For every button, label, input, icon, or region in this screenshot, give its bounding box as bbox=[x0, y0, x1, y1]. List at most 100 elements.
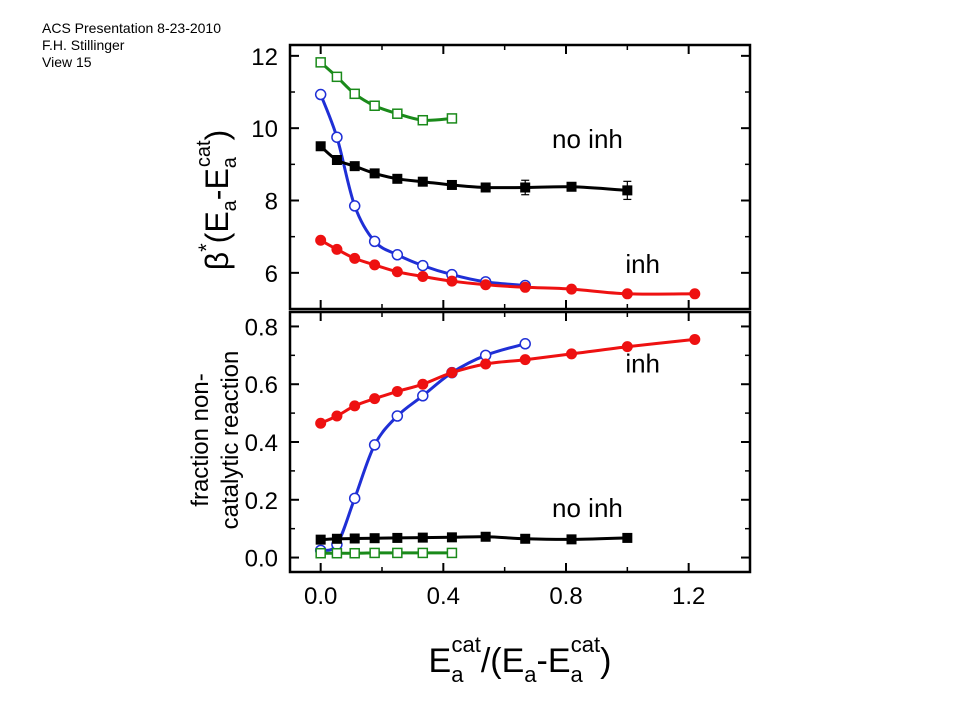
top-point-black-sq bbox=[392, 173, 403, 184]
bottom-point-red-circ bbox=[480, 358, 492, 370]
top-point-red-circ bbox=[391, 266, 403, 278]
bottom-point-green-sq bbox=[392, 547, 403, 559]
top-ytick-label: 6 bbox=[265, 261, 278, 288]
ylabel-close: ) bbox=[199, 130, 235, 141]
top-point-red-circ bbox=[349, 252, 361, 264]
bottom-point-blue-circ bbox=[348, 492, 361, 505]
top-point-green-sq bbox=[369, 100, 380, 112]
top-point-red-circ bbox=[689, 288, 701, 300]
header-line-1: ACS Presentation 8-23-2010 bbox=[42, 20, 221, 36]
top-point-blue-circ bbox=[391, 249, 404, 261]
bottom-point-black-sq bbox=[331, 533, 342, 544]
bottom-point-green-sq bbox=[446, 547, 458, 559]
x-tick-label: 0.4 bbox=[427, 583, 460, 610]
x-tick-label: 0.8 bbox=[549, 583, 582, 610]
xlabel-sup1: cat bbox=[451, 632, 480, 657]
bottom-annotation: inh bbox=[625, 349, 660, 379]
top-point-red-circ bbox=[446, 275, 458, 287]
bottom-point-black-sq bbox=[349, 533, 360, 544]
bottom-point-red-circ bbox=[417, 378, 429, 390]
bottom-panel-frame bbox=[288, 310, 752, 574]
top-ytick-label: 8 bbox=[265, 189, 278, 216]
bottom-ytick-label: 0.4 bbox=[245, 430, 278, 457]
bottom-series-line-blue-circ bbox=[320, 342, 526, 552]
bottom-point-black-sq bbox=[369, 533, 380, 544]
bottom-ytick-label: 0.0 bbox=[245, 546, 278, 573]
xlabel-rest: /(E bbox=[481, 642, 524, 680]
bottom-point-green-sq bbox=[331, 547, 343, 559]
x-tick-label: 0.0 bbox=[304, 583, 337, 610]
bottom-point-green-sq bbox=[315, 547, 326, 559]
header-line-2: F.H. Stillinger bbox=[42, 37, 125, 53]
bottom-point-red-circ bbox=[621, 341, 633, 353]
ylabel-line-2: catalytic reaction bbox=[217, 351, 244, 530]
top-point-red-circ bbox=[315, 234, 327, 246]
bottom-point-black-sq bbox=[520, 533, 531, 544]
bottom-point-red-circ bbox=[369, 393, 381, 405]
top-point-black-sq bbox=[349, 161, 360, 172]
top-panel: 6 8 10 12 no inh inh bbox=[251, 44, 751, 310]
top-point-red-circ bbox=[519, 281, 531, 293]
xlabel-sub2: a bbox=[524, 662, 537, 687]
bottom-panel: 0.0 0.2 0.4 0.6 0.8 0.0 0.4 0.8 1.2 inh no inh bbox=[245, 312, 751, 610]
svg-text:β*(Ea-Eacat): β*(Ea-Eacat) bbox=[193, 130, 241, 271]
ylabel-sub1: a bbox=[219, 199, 241, 211]
top-point-blue-circ bbox=[368, 235, 381, 248]
bottom-point-blue-circ bbox=[519, 338, 531, 350]
xlabel-close: ) bbox=[600, 642, 611, 680]
ylabel-sub2: a bbox=[219, 156, 241, 168]
bottom-point-blue-circ bbox=[417, 390, 429, 402]
top-point-red-circ bbox=[369, 259, 381, 271]
top-point-black-sq bbox=[480, 182, 491, 193]
bottom-point-red-circ bbox=[446, 367, 458, 379]
xlabel-sub1: a bbox=[451, 662, 464, 687]
xlabel-sub3: a bbox=[571, 662, 584, 687]
top-point-black-sq bbox=[315, 141, 326, 152]
top-series-line-green-sq bbox=[319, 61, 453, 122]
top-ytick-label: 12 bbox=[251, 44, 278, 71]
ylabel-mid: -E bbox=[199, 168, 235, 200]
header-line-3: View 15 bbox=[42, 54, 92, 70]
bottom-point-red-circ bbox=[349, 400, 361, 412]
bottom-point-blue-circ bbox=[391, 410, 404, 422]
top-point-green-sq bbox=[446, 113, 458, 124]
bottom-point-red-circ bbox=[331, 410, 343, 422]
top-panel-frame bbox=[288, 43, 752, 311]
bottom-point-green-sq bbox=[417, 547, 429, 559]
top-point-red-circ bbox=[417, 270, 429, 282]
bottom-point-green-sq bbox=[369, 547, 380, 559]
ylabel-beta: β bbox=[199, 252, 235, 270]
top-point-green-sq bbox=[417, 114, 429, 126]
top-point-green-sq bbox=[331, 71, 343, 83]
xlabel-mid: -E bbox=[537, 642, 571, 680]
top-point-black-sq bbox=[369, 168, 380, 179]
top-point-blue-circ bbox=[417, 259, 429, 272]
top-point-black-sq bbox=[520, 182, 531, 193]
axes-frames bbox=[288, 43, 752, 574]
ylabel-star: * bbox=[194, 243, 219, 252]
top-point-black-sq bbox=[622, 185, 633, 196]
bottom-point-red-circ bbox=[689, 333, 701, 345]
top-point-blue-circ bbox=[314, 88, 327, 101]
top-point-black-sq bbox=[566, 181, 577, 192]
top-point-black-sq bbox=[417, 176, 428, 187]
top-annotation: inh bbox=[625, 249, 660, 279]
xlabel-sup3: cat bbox=[571, 632, 600, 657]
top-point-red-circ bbox=[566, 283, 578, 295]
top-y-axis-label: β*(Ea-Eacat) bbox=[193, 130, 241, 271]
bottom-point-black-sq bbox=[566, 534, 577, 545]
bottom-ytick-label: 0.2 bbox=[245, 488, 278, 515]
bottom-point-red-circ bbox=[315, 417, 327, 429]
bottom-point-blue-circ bbox=[368, 439, 381, 451]
bottom-ytick-label: 0.8 bbox=[245, 314, 278, 341]
bottom-point-black-sq bbox=[315, 534, 326, 545]
bottom-point-red-circ bbox=[391, 385, 403, 397]
ylabel-sup2: cat bbox=[193, 140, 215, 167]
top-ytick-label: 10 bbox=[251, 116, 278, 143]
bottom-point-red-circ bbox=[566, 348, 578, 360]
xlabel-E1: E bbox=[429, 642, 452, 680]
top-annotation: no inh bbox=[552, 124, 623, 154]
bottom-point-green-sq bbox=[349, 547, 360, 559]
bottom-point-black-sq bbox=[392, 532, 403, 543]
